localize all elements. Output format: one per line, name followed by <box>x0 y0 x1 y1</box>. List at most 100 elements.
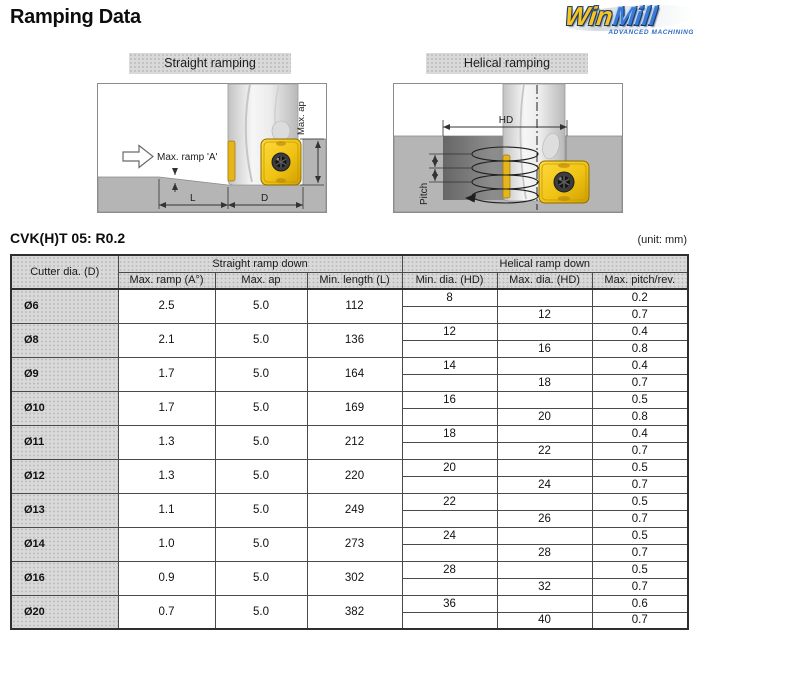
cell-min-length: 220 <box>306 458 403 494</box>
table-subrow: 22 0.7 <box>11 441 689 460</box>
header-row-columns: Max. ramp (A°) Max. ap Min. length (L) M… <box>11 271 689 290</box>
table-row: Ø11 1.3 5.0 212 18 0.4 <box>10 424 689 460</box>
cell-min-dia: 20 <box>401 458 498 477</box>
cell-empty <box>401 509 498 528</box>
cell-pitch: 0.7 <box>591 543 689 562</box>
cell-max-ap: 5.0 <box>214 356 308 392</box>
dimension-lines <box>429 120 568 183</box>
cell-pitch: 0.2 <box>591 288 689 307</box>
table-row: Ø9 1.7 5.0 164 14 0.4 <box>10 356 689 392</box>
dimension-lines <box>158 138 324 209</box>
ramping-data-table: Cutter dia. (D) Straight ramp down Helic… <box>10 254 690 630</box>
table-subrow: 28 0.7 <box>11 543 689 562</box>
cell-pitch: 0.7 <box>591 577 689 596</box>
cell-cutter-dia: Ø16 <box>10 560 119 596</box>
diameter-d-label: D <box>261 193 268 204</box>
insert-screw-icon <box>553 171 575 193</box>
table-subrow: 32 0.7 <box>11 577 689 596</box>
cell-min-length: 302 <box>306 560 403 596</box>
cell-pitch: 0.7 <box>591 509 689 528</box>
cell-max-ramp: 0.7 <box>117 594 216 630</box>
cell-empty <box>401 373 498 392</box>
header-max-pitch: Max. pitch/rev. <box>591 271 689 290</box>
cell-max-dia: 40 <box>496 611 593 630</box>
cell-max-ramp: 1.7 <box>117 356 216 392</box>
cell-empty <box>401 577 498 596</box>
cell-empty <box>496 322 593 341</box>
cell-cutter-dia: Ø6 <box>10 288 119 324</box>
cell-min-dia: 14 <box>401 356 498 375</box>
cell-min-length: 112 <box>306 288 403 324</box>
cell-pitch: 0.7 <box>591 305 689 324</box>
cell-max-dia: 26 <box>496 509 593 528</box>
cell-empty <box>496 560 593 579</box>
table-title: CVK(H)T 05: R0.2 <box>10 230 126 246</box>
helix-arrowhead-icon <box>465 193 476 203</box>
cell-empty <box>496 526 593 545</box>
cell-max-ramp: 1.0 <box>117 526 216 562</box>
hd-label: HD <box>499 115 513 126</box>
cell-max-ap: 5.0 <box>214 492 308 528</box>
cell-cutter-dia: Ø12 <box>10 458 119 494</box>
cell-empty <box>496 288 593 307</box>
cell-pitch: 0.6 <box>591 594 689 613</box>
table-row: Ø20 0.7 5.0 382 36 0.6 <box>10 594 689 630</box>
cell-max-dia: 12 <box>496 305 593 324</box>
cell-empty <box>496 424 593 443</box>
cell-min-length: 273 <box>306 526 403 562</box>
cell-min-dia: 18 <box>401 424 498 443</box>
cell-max-ramp: 2.5 <box>117 288 216 324</box>
pitch-label: Pitch <box>419 183 430 205</box>
cell-max-dia: 20 <box>496 407 593 426</box>
cell-pitch: 0.8 <box>591 339 689 358</box>
logo-tagline: ADVANCED MACHINING <box>608 29 694 37</box>
max-ramp-label: Max. ramp 'A' <box>157 152 218 163</box>
flute <box>271 120 291 142</box>
table-row: Ø12 1.3 5.0 220 20 0.5 <box>10 458 689 494</box>
table-row: Ø6 2.5 5.0 112 8 0.2 <box>10 288 689 324</box>
cell-max-ramp: 1.1 <box>117 492 216 528</box>
cell-empty <box>401 543 498 562</box>
winmill-logo: WinMill ADVANCED MACHINING <box>563 1 698 37</box>
cell-empty <box>496 492 593 511</box>
cell-empty <box>401 475 498 494</box>
cell-max-ap: 5.0 <box>214 594 308 630</box>
flute <box>542 132 560 160</box>
cell-pitch: 0.5 <box>591 390 689 409</box>
table-subrow: 20 0.8 <box>11 407 689 426</box>
max-ap-label: Max. ap <box>296 101 307 135</box>
winmill-wordmark: WinMill <box>563 1 698 31</box>
cell-min-dia: 12 <box>401 322 498 341</box>
cell-empty <box>401 611 498 630</box>
cell-pitch: 0.7 <box>591 475 689 494</box>
cutting-insert <box>260 138 302 186</box>
cell-cutter-dia: Ø9 <box>10 356 119 392</box>
cell-min-length: 249 <box>306 492 403 528</box>
cell-min-length: 136 <box>306 322 403 358</box>
cell-max-ap: 5.0 <box>214 424 308 460</box>
cell-empty <box>496 356 593 375</box>
table-row: Ø16 0.9 5.0 302 28 0.5 <box>10 560 689 596</box>
cell-pitch: 0.5 <box>591 458 689 477</box>
table-row: Ø14 1.0 5.0 273 24 0.5 <box>10 526 689 562</box>
cell-empty <box>496 594 593 613</box>
cell-empty <box>401 305 498 324</box>
cell-max-dia: 24 <box>496 475 593 494</box>
header-row-groups: Cutter dia. (D) Straight ramp down Helic… <box>10 254 689 290</box>
header-min-dia: Min. dia. (HD) <box>401 271 498 290</box>
cell-max-ap: 5.0 <box>214 288 308 324</box>
page-title: Ramping Data <box>10 6 141 28</box>
cell-min-dia: 28 <box>401 560 498 579</box>
table-row: Ø10 1.7 5.0 169 16 0.5 <box>10 390 689 426</box>
table-row: Ø13 1.1 5.0 249 22 0.5 <box>10 492 689 528</box>
cutting-insert <box>538 160 590 204</box>
insert-left-edge <box>227 140 236 182</box>
cell-cutter-dia: Ø11 <box>10 424 119 460</box>
logo-mill-text: Mill <box>611 1 659 31</box>
table-subrow: 40 0.7 <box>11 611 689 630</box>
cell-pitch: 0.5 <box>591 492 689 511</box>
cell-min-dia: 36 <box>401 594 498 613</box>
header-helical-group: Helical ramp down <box>401 254 689 273</box>
cell-min-dia: 24 <box>401 526 498 545</box>
cell-max-ap: 5.0 <box>214 526 308 562</box>
